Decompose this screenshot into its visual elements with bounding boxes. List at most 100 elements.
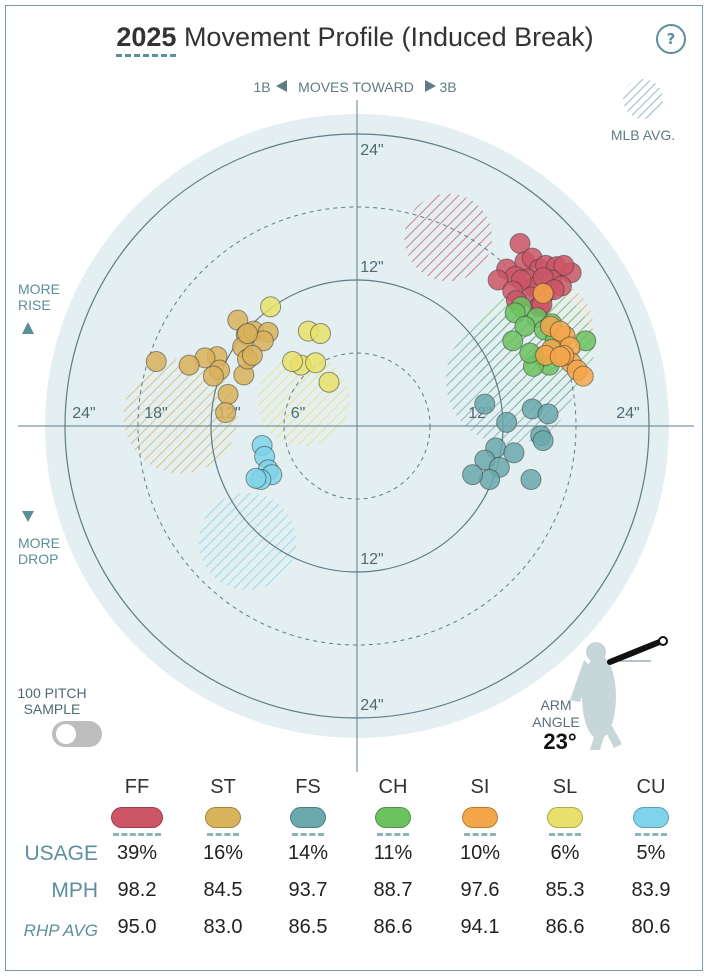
usage-cell-si: 10%: [459, 842, 501, 864]
rhp-avg-label: RHP AVG: [23, 921, 98, 940]
help-icon: ?: [666, 30, 676, 48]
rhp-cell-ff: 95.0: [117, 916, 157, 938]
pitch-point-si[interactable]: [549, 346, 571, 368]
mlb-average-legend: MLB AVG.: [611, 79, 675, 143]
pitch-point-fs[interactable]: [462, 464, 484, 486]
pitch-point-st[interactable]: [215, 402, 237, 424]
mph-cell-ff: 98.2: [117, 879, 157, 901]
swatch-underline: [113, 833, 161, 836]
pitch-swatch-ch[interactable]: [375, 807, 411, 828]
more-drop-label: MORE DROP: [18, 535, 60, 567]
pitch-point-sl[interactable]: [305, 352, 327, 374]
pitch-point-st[interactable]: [241, 344, 263, 366]
arrow-left-icon: [276, 80, 287, 92]
sample-toggle[interactable]: [52, 721, 102, 747]
up-triangle-icon: [22, 322, 34, 334]
swatch-underline: [464, 833, 496, 836]
series-cu: [245, 434, 283, 491]
arm-angle-value: 23°: [543, 729, 577, 754]
mlb-avg-cu: [198, 492, 297, 591]
pitch-header-fs: FS: [295, 776, 321, 798]
pitch-point-st[interactable]: [202, 365, 224, 387]
pitch-swatch-cu[interactable]: [633, 807, 669, 828]
more-rise-label: MORE RISE: [18, 281, 60, 313]
rhp-cell-si: 94.1: [460, 916, 500, 938]
pitch-swatch-si[interactable]: [462, 807, 498, 828]
pitch-point-si[interactable]: [572, 365, 594, 387]
pitch-point-st[interactable]: [178, 354, 200, 376]
pitch-point-fs[interactable]: [474, 393, 496, 415]
series-si: [532, 282, 594, 387]
sample-toggle-label: 100 PITCH SAMPLE: [17, 685, 87, 717]
rhp-cell-st: 83.0: [203, 916, 243, 938]
pitch-point-sl[interactable]: [310, 323, 331, 345]
pitch-swatch-fs[interactable]: [290, 807, 326, 828]
pitch-point-fs[interactable]: [503, 442, 525, 464]
swatch-underline: [207, 833, 239, 836]
pitch-point-cu[interactable]: [245, 467, 267, 489]
pitch-point-sl[interactable]: [260, 296, 282, 318]
help-button[interactable]: ?: [656, 24, 686, 54]
pitch-point-st[interactable]: [145, 351, 167, 373]
arrow-right-icon: [425, 80, 436, 92]
pitch-point-ch[interactable]: [502, 330, 524, 352]
mlb-average-swatch: [623, 79, 663, 119]
ring-label-right-24: 24": [616, 405, 639, 422]
rhp-cell-fs: 86.5: [288, 916, 328, 938]
arm-angle-line: [607, 638, 665, 665]
chart-frame: [5, 5, 703, 971]
rhp-cell-cu: 80.6: [631, 916, 671, 938]
mph-cell-cu: 83.9: [631, 879, 671, 901]
mlb-average-label: MLB AVG.: [611, 127, 675, 143]
pitch-header-st: ST: [210, 776, 236, 798]
pitch-swatch-sl[interactable]: [547, 807, 583, 828]
pitch-point-si[interactable]: [532, 282, 554, 304]
mph-cell-sl: 85.3: [545, 879, 585, 901]
pitch-point-ff[interactable]: [487, 269, 509, 291]
pitch-point-fs[interactable]: [537, 403, 559, 425]
swatch-underline: [549, 833, 581, 836]
title-text: Movement Profile (Induced Break): [176, 22, 594, 52]
title-year[interactable]: 2025: [116, 22, 177, 57]
pitch-point-st[interactable]: [237, 323, 258, 345]
table-header-row: FF ST FS CH SI SL CU: [0, 776, 710, 806]
pitch-swatch-st[interactable]: [205, 807, 241, 828]
page-title: 2025 Movement Profile (Induced Break): [0, 22, 710, 57]
pitch-point-st[interactable]: [217, 383, 239, 405]
ring-label-left-18: 18": [144, 405, 167, 422]
pitch-header-sl: SL: [552, 776, 578, 798]
pitch-point-fs[interactable]: [532, 430, 554, 452]
swatch-underline: [377, 833, 409, 836]
pitch-header-ch: CH: [378, 776, 408, 798]
usage-cell-st: 16%: [202, 842, 244, 864]
series-fs: [462, 393, 559, 491]
direction-1b: 1B: [253, 79, 270, 95]
table-mph-row: MPH 98.2 84.5 93.7 88.7 97.6 85.3 83.9: [0, 879, 710, 909]
swatch-underline: [635, 833, 667, 836]
pitch-point-fs[interactable]: [520, 469, 542, 491]
mlb-avg-st: [123, 359, 238, 474]
pitch-point-sl[interactable]: [318, 371, 340, 393]
ring-label-left-24: 24": [72, 405, 95, 422]
pitch-swatch-ff[interactable]: [111, 807, 163, 828]
usage-cell-cu: 5%: [636, 842, 666, 864]
pitch-header-ff: FF: [124, 776, 150, 798]
mph-cell-si: 97.6: [460, 879, 500, 901]
swatch-underline: [292, 833, 324, 836]
direction-3b: 3B: [439, 79, 456, 95]
pitch-point-si[interactable]: [549, 320, 571, 342]
pitch-header-cu: CU: [636, 776, 666, 798]
mph-cell-fs: 93.7: [288, 879, 328, 901]
usage-cell-ch: 11%: [373, 842, 413, 864]
movement-chart: 24" 12" 12" 24" 24" 18" 12" 6" 12" 24" 1…: [18, 79, 694, 772]
ring-label-top-24: 24": [360, 142, 383, 159]
pitch-point-sl[interactable]: [282, 351, 304, 373]
mph-label: MPH: [51, 879, 98, 902]
pitch-point-fs[interactable]: [496, 411, 518, 433]
mlb-avg-ff: [404, 193, 493, 282]
pitch-points: [145, 233, 597, 491]
mph-cell-ch: 88.7: [373, 879, 413, 901]
table-usage-row: USAGE 39% 16% 14% 11% 10% 6% 5%: [0, 842, 710, 872]
pitch-point-ff[interactable]: [553, 254, 575, 276]
ring-label-left-6: 6": [291, 405, 306, 422]
